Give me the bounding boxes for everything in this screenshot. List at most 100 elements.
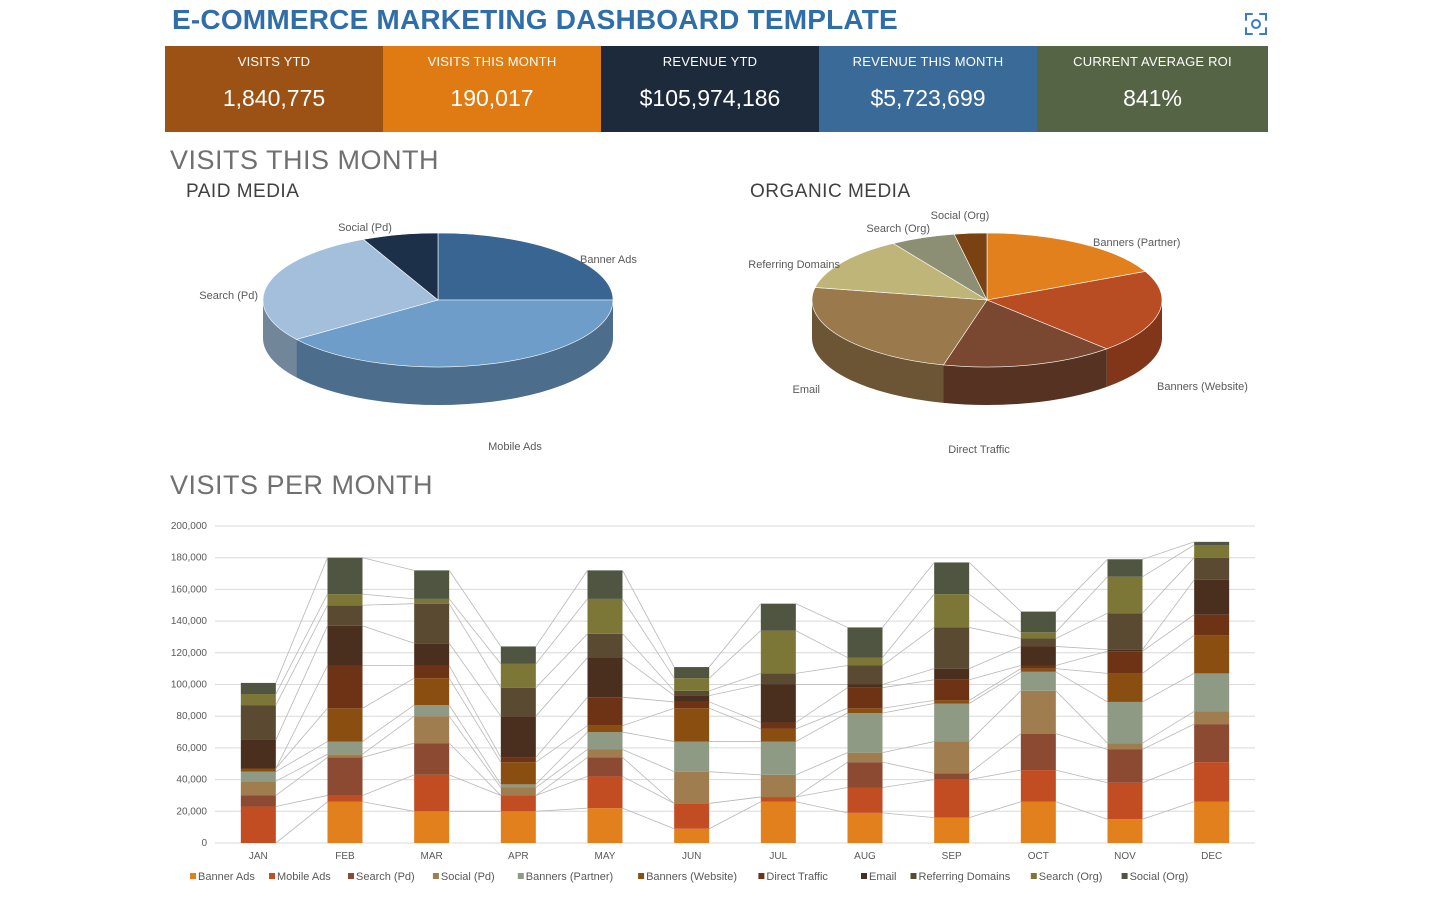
pie-slice-search-pd [262, 239, 439, 340]
bar-segment-social-org-mar [414, 570, 450, 599]
bar-segment-banner-ads-nov [1107, 819, 1143, 843]
legend-swatch-mobile-ads [269, 873, 275, 879]
bar-segment-search-org-oct [1020, 632, 1056, 639]
bar-segment-banners-partner-nov [1107, 701, 1143, 744]
series-line-email [882, 668, 935, 685]
bar-segment-direct-traffic-apr [500, 757, 536, 763]
series-line-email [1055, 646, 1108, 651]
series-line-banners-website [448, 677, 502, 763]
series-line-search-org [708, 630, 762, 679]
series-line-mobile-ads [362, 774, 415, 796]
series-line-referring-domains [448, 603, 502, 688]
bar-segment-direct-traffic-mar [414, 665, 450, 679]
bar-segment-banners-website-dec [1194, 635, 1230, 674]
bar-segment-social-org-aug [847, 627, 883, 658]
bar-segment-banner-ads-dec [1194, 801, 1230, 843]
x-tick-label: FEB [335, 851, 355, 862]
kpi-strip: VISITS YTD 1,840,775 VISITS THIS MONTH 1… [165, 46, 1268, 132]
series-line-social-org [882, 562, 935, 628]
x-tick-label: MAY [595, 851, 616, 862]
bar-segment-social-pd-mar [414, 716, 450, 744]
series-line-social-pd [448, 715, 502, 788]
kpi-revenue-this-month: REVENUE THIS MONTH $5,723,699 [819, 46, 1037, 132]
series-line-referring-domains [535, 633, 588, 688]
bar-segment-social-org-oct [1020, 611, 1056, 633]
kpi-label: CURRENT AVERAGE ROI [1073, 54, 1232, 69]
series-line-search-org [448, 598, 502, 665]
series-line-search-pd [622, 757, 675, 804]
legend-label-search-pd: Search (Pd) [356, 871, 415, 883]
bar-segment-search-pd-feb [327, 757, 363, 796]
pie-slice-referring-domains [814, 243, 988, 301]
bar-segment-banners-website-jan [240, 768, 276, 772]
series-line-search-org [535, 598, 588, 665]
legend-label-referring-domains: Referring Domains [919, 871, 1011, 883]
series-line-search-pd [709, 796, 761, 804]
legend-label-email: Email [869, 871, 897, 883]
pie-side-email [812, 300, 944, 403]
series-line-search-org [1055, 576, 1108, 633]
dashboard-title: E-COMMERCE MARKETING DASHBOARD TEMPLATE [172, 4, 898, 35]
bar-segment-banners-partner-oct [1020, 671, 1056, 691]
legend-swatch-social-pd [432, 873, 439, 879]
organic-media-pie-chart: Banners (Partner) Banners (Website) Direct… [748, 210, 1248, 456]
series-line-social-org [1055, 559, 1108, 612]
bar-segment-social-pd-jan [240, 781, 276, 796]
x-tick-label: AUG [854, 851, 876, 862]
series-line-banners-website [275, 708, 328, 769]
legend-swatch-direct-traffic [758, 873, 765, 879]
series-line-referring-domains [275, 605, 328, 706]
kpi-label: VISITS THIS MONTH [427, 54, 557, 69]
bar-segment-banners-partner-jul [760, 741, 796, 775]
bar-segment-referring-domains-oct [1020, 638, 1056, 647]
series-line-banners-website [709, 707, 761, 730]
bar-segment-search-pd-jan [240, 795, 276, 807]
bar-segment-direct-traffic-jul [760, 722, 796, 729]
bar-segment-banner-ads-jul [760, 801, 796, 843]
bar-segment-direct-traffic-aug [847, 687, 883, 709]
bar-segment-mobile-ads-dec [1194, 762, 1230, 802]
bar-segment-referring-domains-may [587, 633, 623, 658]
legend-swatch-banner-ads [190, 873, 196, 879]
bar-segment-banners-partner-feb [327, 741, 363, 755]
bar-segment-social-org-may [587, 570, 623, 599]
bar-segment-social-pd-jul [760, 774, 796, 798]
series-line-mobile-ads [795, 787, 848, 798]
series-line-mobile-ads [449, 774, 501, 796]
series-line-search-pd [448, 742, 502, 796]
legend-swatch-banners-website [638, 873, 645, 879]
focus-view-button[interactable] [1236, 6, 1276, 42]
bar-segment-email-aug [847, 684, 883, 688]
series-line-banner-ads [622, 807, 675, 830]
pie-slice-banner-ads [437, 232, 614, 301]
legend-swatch-search-pd [348, 873, 354, 879]
series-line-direct-traffic [882, 679, 935, 689]
series-line-banners-website [535, 725, 588, 763]
bar-segment-mobile-ads-mar [414, 774, 450, 812]
bar-segment-referring-domains-aug [847, 665, 883, 685]
bar-segment-mobile-ads-nov [1107, 782, 1143, 820]
series-line-banners-website [622, 707, 675, 727]
series-line-direct-traffic [1142, 614, 1195, 652]
series-line-banner-ads [969, 801, 1021, 819]
y-tick-label: 20,000 [176, 806, 207, 817]
series-line-banner-ads [275, 801, 328, 844]
series-line-banners-website [882, 699, 935, 709]
series-line-banners-partner [795, 712, 848, 742]
bar-segment-email-sep [934, 668, 970, 680]
visits-per-month-chart: 0 20,000 40,000 60,000 80,000 100,000 120,000 1… [171, 521, 1255, 883]
pie-label-search-pd: Search (Pd) [199, 290, 258, 302]
organic-media-title: ORGANIC MEDIA [750, 181, 911, 202]
bar-segment-search-org-nov [1107, 576, 1143, 614]
bar-segment-direct-traffic-may [587, 697, 623, 726]
bar-segment-email-dec [1194, 579, 1230, 615]
bar-segment-social-org-dec [1194, 541, 1230, 546]
bar-segment-search-pd-nov [1107, 749, 1143, 783]
bar-segment-social-pd-oct [1020, 690, 1056, 734]
bar-segment-banners-website-jun [674, 708, 710, 742]
legend-label-social-org: Social (Org) [1130, 871, 1189, 883]
series-line-search-pd [795, 761, 848, 798]
pie-side-search-pd [263, 300, 297, 378]
series-line-direct-traffic [709, 701, 761, 723]
bar-segment-banner-ads-aug [847, 812, 883, 843]
